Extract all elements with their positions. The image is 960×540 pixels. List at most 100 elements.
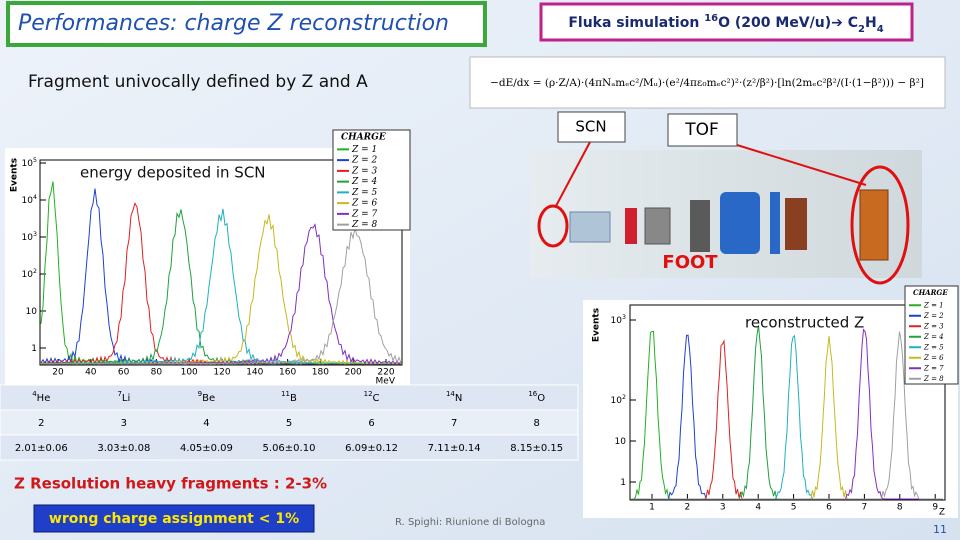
simulation-part: 4 [877, 24, 884, 35]
highlight-ellipse [850, 165, 910, 285]
scn-box [557, 111, 626, 143]
table-cell: 4.05±0.09 [180, 443, 233, 454]
x-tick-label: 60 [118, 368, 130, 378]
y-tick-label: 102 [22, 268, 37, 280]
isotope-element: Be [202, 393, 215, 404]
table-header-cell: 16O [528, 390, 545, 404]
isotope-element: C [373, 393, 380, 404]
x-tick-label: 100 [181, 368, 198, 378]
arrow-line [736, 144, 867, 186]
x-tick-label: 3 [720, 503, 726, 513]
subtitle: Fragment univocally defined by Z and A [28, 72, 368, 92]
table-header-cell: 14N [446, 390, 462, 404]
legend-label: Z = 2 [351, 156, 378, 166]
detector-part [569, 211, 611, 243]
isotope-mass: 4 [32, 390, 37, 398]
table-cell: 4 [203, 418, 209, 429]
x-tick-label: 200 [345, 368, 362, 378]
detector-part [720, 192, 760, 254]
axis-label: Events [592, 308, 602, 342]
x-tick-label: 40 [85, 368, 97, 378]
detector-part [859, 189, 889, 261]
x-tick-label: 8 [897, 503, 903, 513]
plot-frame [629, 304, 946, 501]
x-tick-label: 9 [932, 503, 938, 513]
tick-base: 10 [22, 196, 34, 206]
x-tick-label: 180 [312, 368, 329, 378]
legend-label: Z = 8 [923, 375, 944, 383]
x-tick-label: 6 [826, 503, 832, 513]
legend-title: CHARGE [913, 288, 948, 297]
isotope-mass: 14 [446, 390, 455, 398]
table-header-cell: 12C [364, 390, 380, 404]
legend-title: CHARGE [341, 133, 386, 143]
legend-label: Z = 7 [351, 209, 378, 219]
table-cell: 2 [38, 418, 44, 429]
tick-base: 10 [615, 437, 627, 447]
legend-label: Z = 6 [923, 354, 944, 362]
wrong-text: wrong charge assignment < 1% [49, 511, 299, 527]
y-tick-label: 103 [22, 231, 37, 243]
x-tick-label: 80 [151, 368, 163, 378]
table-cell: 6 [368, 418, 374, 429]
legend-label: Z = 3 [923, 322, 944, 330]
x-tick-label: 120 [213, 368, 230, 378]
foot-label: FOOT [662, 252, 718, 273]
table-cell: 3 [121, 418, 127, 429]
page-number: 11 [933, 523, 947, 536]
tick-exp: 2 [33, 268, 37, 275]
simulation-part: 2 [858, 24, 865, 35]
histogram-curve [40, 208, 402, 366]
table-cell: 5 [286, 418, 292, 429]
y-tick-label: 10 [615, 437, 627, 447]
plot-right [583, 300, 958, 518]
isotope-mass: 11 [281, 390, 290, 398]
highlight-ellipse [537, 204, 569, 248]
table-cell: 2.01±0.06 [15, 443, 68, 454]
legend-label: Z = 5 [351, 188, 378, 198]
tof-box [667, 113, 738, 147]
table-header-cell: 4He [32, 390, 50, 404]
table-row [0, 384, 579, 411]
histogram-curve [631, 331, 943, 500]
table-row [0, 434, 579, 461]
legend-label: Z = 8 [351, 220, 378, 230]
tick-base: 10 [611, 396, 623, 406]
y-tick-label: 10 [26, 307, 38, 317]
table-row [0, 409, 579, 436]
detector-part [690, 200, 710, 252]
isotope-mass: 16 [528, 390, 537, 398]
x-tick-label: 2 [685, 503, 691, 513]
table-cell: 8.15±0.15 [510, 443, 563, 454]
y-tick-label: 105 [22, 157, 37, 169]
legend-label: Z = 1 [351, 145, 377, 155]
table-header-cell: 7Li [117, 390, 130, 404]
isotope-mass: 12 [364, 390, 373, 398]
table-cell: 8 [534, 418, 540, 429]
title: Performances: charge Z reconstruction [18, 11, 449, 36]
table-cell: 6.09±0.12 [345, 443, 398, 454]
isotope-element: O [537, 393, 545, 404]
legend-box [904, 285, 959, 385]
tick-base: 10 [611, 316, 623, 326]
axis-label: MeV [376, 377, 396, 387]
detector-part [785, 198, 807, 250]
tick-base: 10 [22, 270, 34, 280]
x-tick-label: 5 [791, 503, 797, 513]
legend-label: Z = 4 [351, 177, 378, 187]
simulation-part: Fluka simulation [568, 15, 704, 31]
x-tick-label: 140 [246, 368, 263, 378]
x-tick-label: 4 [755, 503, 761, 513]
title-box [6, 1, 487, 47]
isotope-element: N [455, 393, 462, 404]
legend-label: Z = 3 [351, 166, 378, 176]
x-tick-label: 1 [649, 503, 655, 513]
formula-box [469, 56, 946, 109]
energy-label: energy deposited in SCN [80, 164, 266, 182]
legend-label: Z = 2 [923, 312, 944, 320]
tick-exp: 2 [622, 394, 626, 401]
legend-label: Z = 5 [923, 343, 944, 351]
x-tick-label: 20 [52, 368, 64, 378]
table-cell: 7 [451, 418, 457, 429]
